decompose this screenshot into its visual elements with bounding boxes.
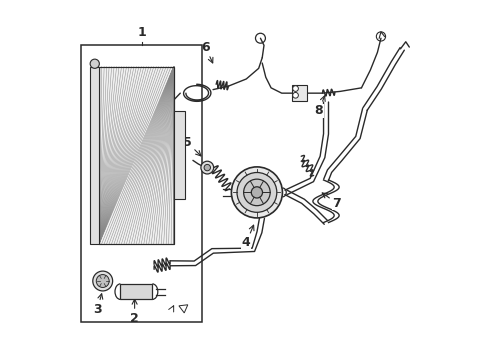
Bar: [99, 67, 173, 244]
Text: 3: 3: [93, 294, 102, 316]
Circle shape: [203, 165, 210, 171]
Circle shape: [93, 271, 112, 291]
Circle shape: [292, 93, 298, 98]
Circle shape: [237, 172, 276, 212]
Circle shape: [243, 179, 270, 206]
Circle shape: [251, 187, 262, 198]
Text: 8: 8: [314, 96, 325, 117]
Text: 2: 2: [130, 299, 139, 325]
Bar: [120, 284, 152, 300]
Bar: [173, 111, 184, 199]
Bar: [99, 67, 173, 244]
Text: 6: 6: [201, 41, 212, 63]
Bar: [292, 85, 306, 101]
Circle shape: [96, 275, 109, 288]
Text: 7: 7: [322, 193, 340, 210]
Circle shape: [292, 86, 298, 91]
Circle shape: [201, 161, 213, 174]
Bar: [81, 45, 202, 322]
Text: 1: 1: [137, 26, 146, 39]
Text: 4: 4: [242, 225, 253, 249]
Text: 5: 5: [183, 136, 201, 156]
Circle shape: [231, 167, 282, 218]
Circle shape: [90, 59, 99, 68]
Bar: [90, 67, 99, 244]
